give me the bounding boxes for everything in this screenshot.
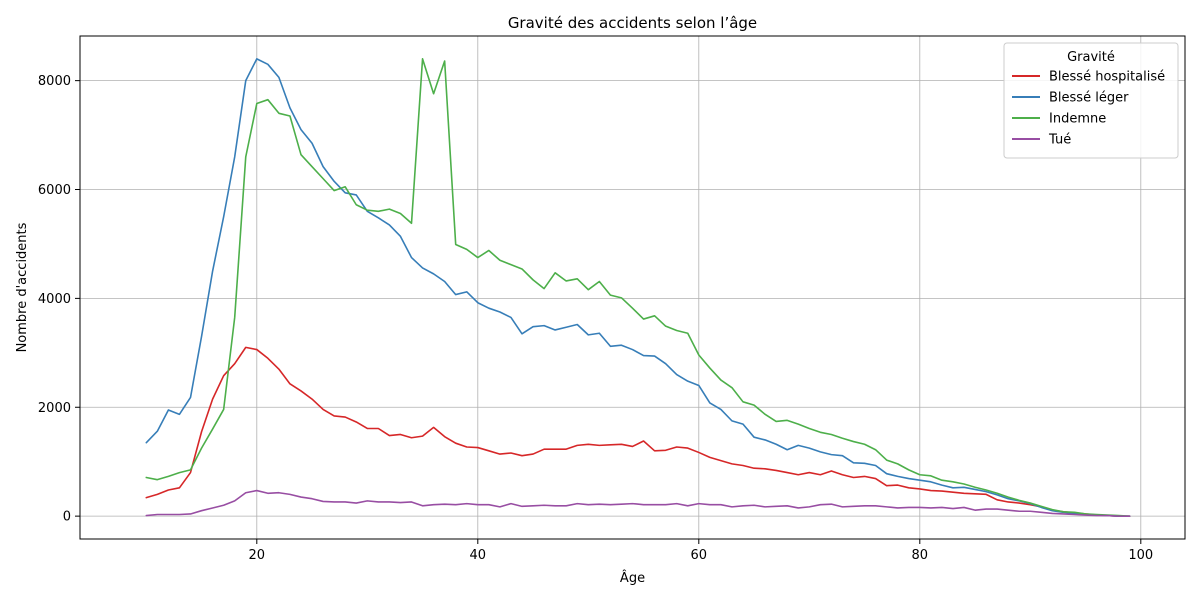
x-tick-label: 80 <box>912 548 929 563</box>
y-axis-label: Nombre d'accidents <box>15 222 30 352</box>
plot-frame <box>79 35 1186 540</box>
legend-label-3: Tué <box>1048 133 1071 148</box>
x-axis-label: Âge <box>620 570 645 586</box>
series-layer <box>145 58 1131 517</box>
y-tick-label: 2000 <box>38 401 71 416</box>
series-line-3 <box>145 489 1131 517</box>
x-tick-label: 20 <box>249 548 266 563</box>
legend-label-2: Indemne <box>1049 112 1106 127</box>
grid <box>80 36 1185 539</box>
chart-title: Gravité des accidents selon l’âge <box>508 14 757 32</box>
ticks: 20 40 60 80 100 0 2000 4000 6000 8000 <box>38 74 1153 563</box>
series-line-2 <box>145 58 1131 517</box>
y-tick-label: 6000 <box>38 183 71 198</box>
legend-label-0: Blessé hospitalisé <box>1049 70 1165 85</box>
x-tick-label: 60 <box>691 548 708 563</box>
legend-box <box>1003 42 1179 159</box>
x-tick-label: 100 <box>1128 548 1153 563</box>
legend-title: Gravité <box>1067 50 1115 65</box>
y-tick-label: 0 <box>63 510 71 525</box>
legend-label-1: Blessé léger <box>1049 91 1129 106</box>
series-line-1 <box>145 58 1131 517</box>
y-tick-label: 4000 <box>38 292 71 307</box>
x-tick-label: 40 <box>470 548 487 563</box>
y-tick-label: 8000 <box>38 74 71 89</box>
series-line-0 <box>145 346 1131 517</box>
legend: Gravité Blessé hospitalisé Blessé léger Ind… <box>1003 42 1179 159</box>
